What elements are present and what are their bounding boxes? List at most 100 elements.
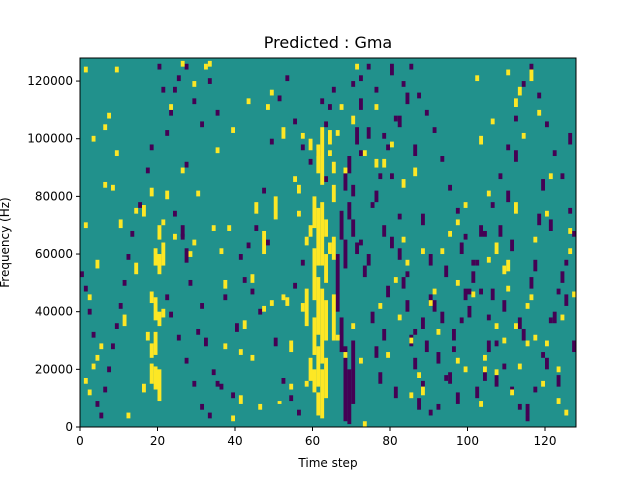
heatmap-cell-low [444,265,449,278]
heatmap-cell-low [552,311,557,324]
heatmap-cell-high [312,369,317,393]
heatmap-cell-low [529,277,534,289]
heatmap-cell-high [304,288,309,327]
heatmap-cell-low [297,409,301,416]
heatmap-cell-high [556,398,561,404]
heatmap-cell-high [231,127,236,133]
heatmap-cell-low [339,317,344,353]
heatmap-cell-low [99,412,104,419]
heatmap-cell-low [397,248,402,260]
heatmap-cell-high [324,254,329,283]
heatmap-cell-low [258,308,263,315]
heatmap-cell-high [494,242,499,255]
heatmap-cell-low [87,308,92,315]
heatmap-cell-high [455,357,460,364]
heatmap-cell-low [80,271,84,278]
heatmap-cell-low [401,81,406,87]
heatmap-cell-high [374,158,379,168]
heatmap-cell-low [413,144,418,157]
heatmap-cell-low [366,254,371,266]
heatmap-cell-low [564,294,569,306]
heatmap-cell-high [219,248,224,255]
heatmap-cell-high [463,366,468,373]
heatmap-cell-low [560,173,565,180]
heatmap-cell-low [347,156,352,174]
heatmap-cell-low [285,75,290,82]
heatmap-cell-low [421,380,425,387]
heatmap-cell-high [362,421,367,427]
x-axis: 0 20 40 60 80 100 120 [76,427,556,448]
x-axis-label: Time step [297,456,357,470]
heatmap-cell-low [475,259,480,266]
heatmap-cell-low [266,239,270,246]
y-tick-label: 80000 [35,189,73,203]
heatmap-cell-high [91,135,96,142]
heatmap-cell-low [91,331,96,338]
heatmap-cell-low [390,63,394,76]
heatmap-cell-low [173,210,177,217]
heatmap-cell-low [250,288,255,295]
heatmap-cell-high [545,210,549,217]
heatmap-cell-high [525,340,530,347]
heatmap-cell-low [126,254,131,260]
heatmap-cell-high [223,343,228,350]
heatmap-cell-low [235,323,239,332]
heatmap-cell-high [142,205,146,217]
heatmap-cell-low [452,346,456,353]
heatmap-cell-high [316,346,321,387]
heatmap-cell-high [463,202,468,208]
heatmap-cell-high [343,167,348,174]
heatmap-cell-high [374,104,379,110]
heatmap-cell-high [142,383,146,393]
heatmap-cell-low [331,86,336,93]
heatmap-cell-high [397,314,402,321]
heatmap-cell-low [355,127,360,145]
heatmap-cell-low [343,239,348,269]
heatmap-cell-low [343,346,348,422]
heatmap-cell-low [471,259,476,266]
heatmap-cell-high [312,248,317,301]
heatmap-cell-low [320,98,325,105]
heatmap-cell-high [246,98,251,105]
heatmap-cell-high [533,236,538,243]
heatmap-cell-low [324,121,329,128]
heatmap-cell-low [382,328,387,341]
heatmap-cell-low [498,225,503,237]
heatmap-cell-high [285,297,290,306]
heatmap-cell-low [548,219,553,231]
heatmap-cell-high [432,288,437,295]
heatmap-cell-high [320,288,325,364]
heatmap-cell-high [149,343,154,358]
heatmap-cell-high [281,294,286,301]
heatmap-cell-high [300,132,305,139]
heatmap-cell-high [134,207,139,214]
heatmap-cell-high [471,291,476,298]
heatmap-cell-low [207,412,212,419]
heatmap-cell-low [483,369,487,381]
heatmap-cell-high [204,63,208,70]
heatmap-cell-high [331,236,336,260]
heatmap-cell-high [320,127,325,185]
heatmap-cell-low [343,173,348,191]
heatmap-cell-low [393,115,398,122]
heatmap-cell-high [173,233,177,240]
heatmap-cell-high [548,173,553,180]
heatmap-cell-low [200,121,205,128]
heatmap-cell-low [537,92,542,99]
heatmap-cell-low [459,242,464,255]
heatmap-cell-low [289,395,294,402]
heatmap-cell-low [440,156,445,162]
heatmap-cell-low [246,242,251,249]
heatmap-cell-low [382,132,387,139]
heatmap-cell-low [215,109,220,116]
heatmap-cell-low [204,337,208,347]
heatmap-cell-low [525,403,530,416]
heatmap-cell-high [149,291,154,304]
heatmap-cell-high [308,138,313,151]
heatmap-cell-high [514,202,518,214]
heatmap-cell-high [215,147,220,154]
heatmap-cell-low [417,92,422,99]
heatmap-cell-high [393,277,398,283]
heatmap-cell-low [114,323,119,329]
